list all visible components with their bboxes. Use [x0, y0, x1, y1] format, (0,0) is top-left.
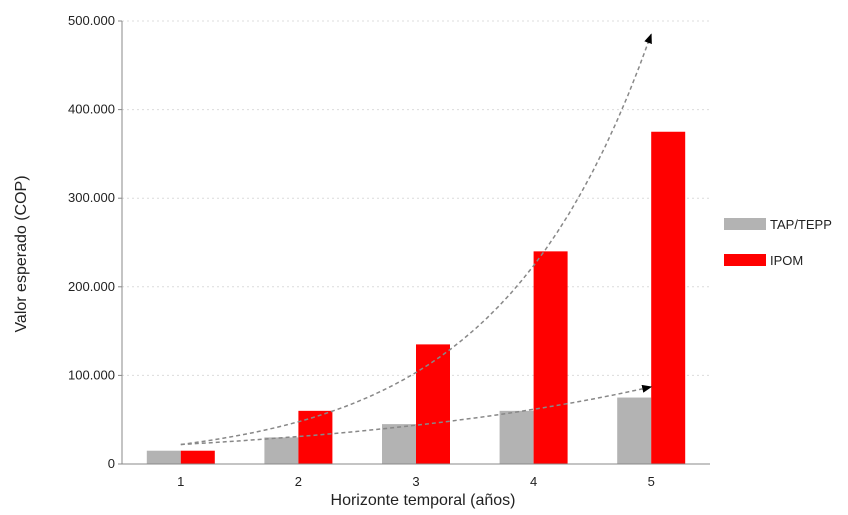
y-tick-label: 100.000 [68, 367, 115, 382]
y-tick-label: 300.000 [68, 190, 115, 205]
x-tick-label: 2 [295, 474, 302, 489]
bar-ipom-4 [533, 251, 568, 464]
bar-tap-tepp-1 [146, 450, 181, 464]
bar-tap-tepp-3 [382, 424, 416, 464]
legend-swatch [724, 254, 766, 266]
x-axis-ticks: 1 2 3 4 5 [177, 474, 655, 489]
x-tick-label: 4 [530, 474, 537, 489]
legend-label: IPOM [770, 253, 803, 268]
y-tick-label: 400.000 [68, 102, 115, 117]
legend-swatch [724, 218, 766, 230]
bar-ipom-3 [416, 344, 450, 464]
trend-arrows [180, 33, 653, 446]
trend-arrow-tap-tepp [180, 384, 653, 446]
bars [146, 131, 686, 464]
x-axis-title: Horizonte temporal (años) [331, 492, 516, 509]
x-tick-label: 1 [177, 474, 184, 489]
x-tick-label: 3 [412, 474, 419, 489]
x-tick-label: 5 [648, 474, 655, 489]
y-tick-label: 500.000 [68, 13, 115, 28]
legend: TAP/TEPP IPOM [724, 217, 832, 268]
y-tick-label: 0 [108, 456, 115, 471]
bar-ipom-2 [298, 410, 333, 464]
bar-ipom-5 [651, 131, 686, 464]
trend-arrow-ipom [180, 33, 652, 446]
bar-ipom-1 [180, 450, 215, 464]
y-axis-title: Valor esperado (COP) [13, 175, 30, 332]
bar-tap-tepp-5 [617, 397, 652, 464]
legend-label: TAP/TEPP [770, 217, 832, 232]
y-tick-label: 200.000 [68, 279, 115, 294]
gridlines [122, 20, 710, 376]
bar-tap-tepp-4 [499, 410, 534, 464]
bar-tap-tepp-2 [264, 437, 299, 464]
y-axis-ticks: 0 100.000 200.000 300.000 400.000 500.000 [68, 13, 122, 471]
